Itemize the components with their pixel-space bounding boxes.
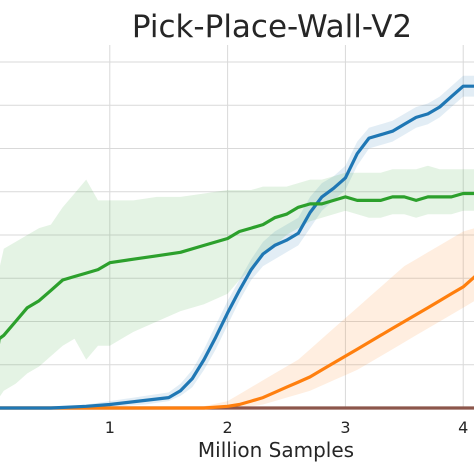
chart-title: Pick-Place-Wall-V2 xyxy=(132,9,412,45)
series-lines xyxy=(0,84,474,410)
x-axis-label: Million Samples xyxy=(198,438,354,462)
x-tick-label: 3 xyxy=(340,418,350,437)
series-line-1 xyxy=(0,191,474,345)
series-line-0 xyxy=(0,84,474,410)
x-tick-label: 4 xyxy=(458,418,468,437)
x-tick-label: 1 xyxy=(105,418,115,437)
series-band-1 xyxy=(0,165,474,397)
series-line-2 xyxy=(0,275,474,410)
series-band-2 xyxy=(0,228,474,408)
x-tick-label: 2 xyxy=(223,418,233,437)
x-ticks: 1 2 3 4 xyxy=(105,418,469,437)
